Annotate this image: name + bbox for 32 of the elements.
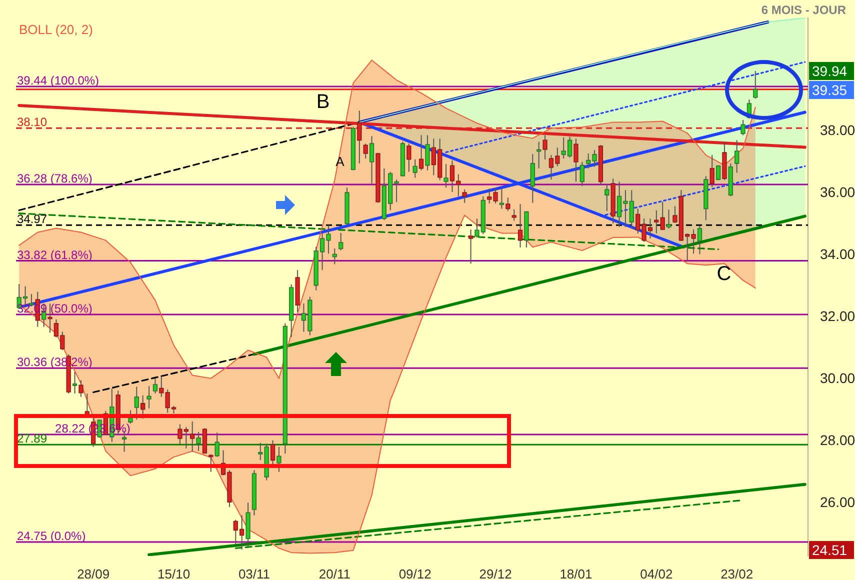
text: 39.35 (812, 82, 848, 98)
x-tick-label: 29/12 (479, 566, 512, 580)
text: 39.94 (812, 63, 848, 79)
ref-line-label: 38.10 (17, 115, 48, 130)
x-tick-label: 18/01 (560, 566, 592, 580)
y-tick-label: 34.00 (820, 246, 855, 262)
ref-line-label: 33.82 (61.8%) (17, 248, 92, 262)
ref-line-label: 27.89 (17, 432, 48, 446)
y-tick-label: 26.00 (820, 494, 855, 510)
y-tick-label: 28.00 (820, 432, 855, 448)
y-tick-label: 38.00 (820, 122, 855, 138)
x-tick-label: 20/11 (318, 566, 350, 580)
annotation: C (716, 263, 732, 285)
x-tick-label: 03/11 (238, 566, 270, 580)
text: BOLL (20, 2) (19, 22, 93, 37)
x-tick-label: 28/09 (77, 566, 110, 580)
ref-line-label: 39.44 (100.0%) (17, 74, 100, 88)
x-tick-label: 09/12 (398, 566, 432, 580)
ref-line-label: 24.75 (0.0%) (17, 529, 86, 544)
annotation: A (336, 154, 345, 169)
y-tick-label: 36.00 (820, 184, 855, 200)
ref-line-label: 34.97 (17, 212, 48, 226)
y-tick-label: 30.00 (820, 370, 855, 386)
annotation: B (316, 91, 330, 113)
chart-subtitle: 6 MOIS - JOUR (761, 3, 846, 17)
y-tick-label: 32.00 (820, 308, 855, 324)
ref-line-label: 36.28 (78.6%) (17, 172, 92, 186)
text: 24.51 (812, 542, 848, 558)
x-tick-label: 15/10 (158, 566, 190, 580)
x-tick-label: 04/02 (640, 566, 673, 580)
ref-line-label: 28.22 (23.6%) (55, 421, 130, 436)
x-tick-label: 23/02 (720, 566, 754, 580)
